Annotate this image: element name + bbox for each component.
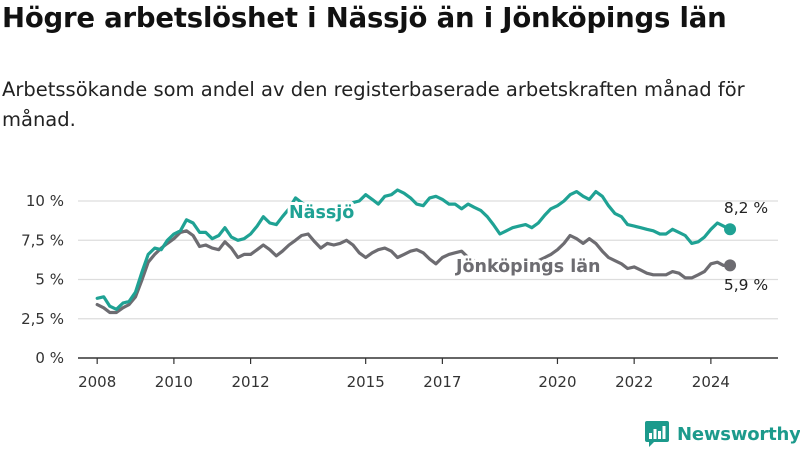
x-tick-label: 2024 bbox=[692, 373, 730, 391]
y-tick-label: 10 % bbox=[26, 192, 64, 210]
series-lines bbox=[95, 188, 737, 315]
endpoint-marker-nassjo bbox=[724, 223, 737, 236]
x-tick-label: 2022 bbox=[615, 373, 653, 391]
y-tick-label: 5 % bbox=[35, 271, 64, 289]
brand-name: Newsworthy bbox=[677, 423, 800, 445]
series-line-jonkopings-lan bbox=[95, 229, 732, 315]
end-value-label-jonkopings-lan: 5,9 % bbox=[724, 276, 768, 294]
x-tick-label: 2017 bbox=[423, 373, 461, 391]
chart-title: Högre arbetslöshet i Nässjö än i Jönköpi… bbox=[2, 2, 727, 34]
brand-logo: Newsworthy bbox=[644, 419, 800, 449]
grid-lines bbox=[78, 200, 778, 320]
x-tick-label: 2012 bbox=[232, 373, 270, 391]
y-tick-label: 2,5 % bbox=[21, 310, 64, 328]
end-value-label-nassjo: 8,2 % bbox=[724, 199, 768, 217]
newsworthy-bar-chart-logo-icon bbox=[645, 421, 669, 447]
series-label-nassjo: Nässjö bbox=[289, 203, 354, 223]
series-line-nassjo bbox=[95, 188, 732, 311]
y-tick-label: 7,5 % bbox=[21, 231, 64, 249]
chart-subtitle: Arbetssökande som andel av den registerb… bbox=[2, 78, 745, 131]
y-tick-label: 0 % bbox=[35, 349, 64, 367]
endpoint-marker-jonkopings-lan bbox=[724, 259, 737, 272]
x-tick-label: 2015 bbox=[347, 373, 385, 391]
axes: 0 % 2,5 % 5 % 7,5 % 10 % 2008 2010 2012 2015 2017… bbox=[21, 192, 778, 391]
series-label-jonkopings-lan: Jönköpings län bbox=[455, 257, 600, 277]
x-tick-label: 2010 bbox=[155, 373, 193, 391]
x-tick-label: 2020 bbox=[538, 373, 576, 391]
series-labels: Nässjö Jönköpings län 8,2 % 5,9 % bbox=[286, 199, 768, 294]
x-tick-label: 2008 bbox=[78, 373, 116, 391]
